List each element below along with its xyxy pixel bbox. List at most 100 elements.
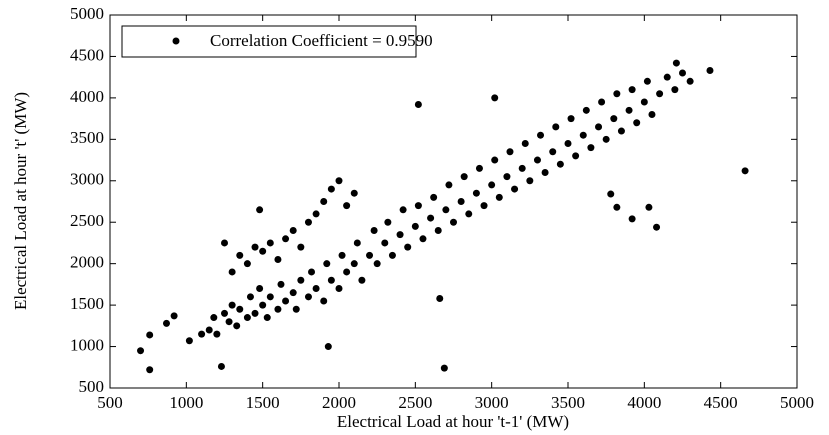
point <box>495 193 503 201</box>
point <box>434 227 442 235</box>
point <box>671 86 679 94</box>
point <box>282 297 290 305</box>
point <box>450 218 457 226</box>
legend-marker <box>172 37 180 45</box>
x-tick-label: 1000 <box>169 393 203 412</box>
x-tick-label: 4500 <box>704 393 738 412</box>
point <box>312 285 320 293</box>
point <box>541 168 549 176</box>
point <box>602 135 610 143</box>
x-tick-label: 4000 <box>627 393 661 412</box>
point <box>353 239 361 247</box>
point <box>373 260 381 268</box>
point <box>228 268 236 276</box>
point <box>436 294 444 302</box>
point <box>384 218 392 226</box>
point <box>656 90 664 98</box>
point <box>137 347 145 355</box>
point <box>628 86 636 94</box>
point <box>251 243 259 251</box>
point <box>648 110 656 118</box>
x-tick-label: 3500 <box>551 393 585 412</box>
point <box>567 115 575 123</box>
point <box>552 123 560 131</box>
x-tick-label: 3000 <box>475 393 509 412</box>
point <box>475 164 483 172</box>
point <box>472 189 480 197</box>
point <box>480 202 488 210</box>
y-tick-label: 1500 <box>70 294 104 313</box>
point <box>419 235 427 243</box>
point <box>324 343 332 351</box>
point <box>613 90 621 98</box>
y-tick-label: 500 <box>79 377 105 396</box>
y-tick-label: 4500 <box>70 45 104 64</box>
point <box>613 203 621 211</box>
point <box>266 239 274 247</box>
point <box>256 206 264 214</box>
point <box>556 160 564 168</box>
point <box>338 251 346 259</box>
points <box>137 59 749 374</box>
point <box>277 280 285 288</box>
y-tick-label: 5000 <box>70 4 104 23</box>
point <box>146 366 154 374</box>
point <box>582 106 590 114</box>
point <box>225 318 233 326</box>
point <box>404 243 412 251</box>
point <box>686 77 694 85</box>
point <box>327 276 335 284</box>
point <box>256 285 264 293</box>
point <box>289 227 297 235</box>
point <box>533 156 541 164</box>
point <box>297 276 305 284</box>
point <box>537 131 545 139</box>
point <box>645 203 653 211</box>
point <box>598 98 606 106</box>
point <box>399 206 407 214</box>
point <box>304 293 312 301</box>
point <box>221 309 228 317</box>
point <box>411 222 419 230</box>
point <box>221 239 228 247</box>
point <box>706 67 714 75</box>
y-tick-label: 3500 <box>70 128 104 147</box>
point <box>465 210 473 218</box>
point <box>427 214 435 222</box>
point <box>388 251 396 259</box>
x-tick-label: 2000 <box>322 393 356 412</box>
point <box>370 227 378 235</box>
point <box>304 218 312 226</box>
point <box>358 276 366 284</box>
point <box>259 301 267 309</box>
point <box>350 260 358 268</box>
point <box>170 312 178 320</box>
point <box>628 215 636 223</box>
x-tick-label: 2500 <box>398 393 432 412</box>
point <box>506 148 514 156</box>
point <box>488 181 496 189</box>
point <box>653 223 661 231</box>
point <box>266 293 274 301</box>
point <box>297 243 305 251</box>
legend-box <box>121 25 417 58</box>
point <box>308 268 316 276</box>
point <box>146 331 154 339</box>
point <box>442 206 450 214</box>
point <box>233 322 241 330</box>
point <box>323 260 331 268</box>
point <box>198 330 206 338</box>
point <box>312 210 320 218</box>
point <box>430 193 438 201</box>
point <box>246 293 254 301</box>
point <box>595 123 603 131</box>
y-tick-label: 2000 <box>70 253 104 272</box>
point <box>679 69 686 77</box>
y-tick-label: 2500 <box>70 211 104 230</box>
point <box>579 131 587 139</box>
point <box>350 189 358 197</box>
point <box>289 289 297 297</box>
point <box>414 202 422 210</box>
point <box>381 239 389 247</box>
